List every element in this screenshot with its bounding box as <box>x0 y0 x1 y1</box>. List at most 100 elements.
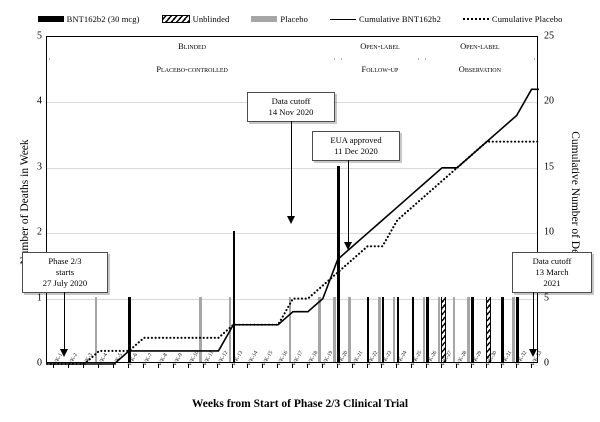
phase-band-label-line2-3: Observation <box>458 65 501 74</box>
x-tick-mark-6 <box>128 364 129 368</box>
phase-band-label-line1-2: Open-label <box>360 42 400 51</box>
x-tick-mark-29 <box>470 364 472 368</box>
bar-vacc-week-20 <box>337 165 340 362</box>
legend-label-unblinded: Unblinded <box>192 14 230 24</box>
x-tick-mark-20 <box>336 364 338 368</box>
x-tick-mark-26 <box>426 364 428 368</box>
legend-item-unblinded: Unblinded <box>161 14 230 24</box>
bar-plac-week-17 <box>288 296 292 362</box>
legend-label-cumulative-placebo: Cumulative Placebo <box>491 14 563 24</box>
x-tick-mark-30 <box>485 364 487 368</box>
chart-legend: BNT162b2 (30 mcg) Unblinded Placebo Cumu… <box>0 14 600 24</box>
annotation-phase-start-leader <box>64 292 65 349</box>
bar-plac-week-29 <box>467 296 470 362</box>
bar-vacc-week-22 <box>366 296 370 362</box>
bar-plac-week-19 <box>318 296 321 362</box>
bar-series-group <box>47 37 537 362</box>
annotation-phase-start-line1: Phase 2/3 <box>48 256 82 266</box>
legend-swatch-cumulative-bnt162b2-icon <box>329 18 356 20</box>
x-tick-mark-12 <box>217 364 219 368</box>
annotation-phase-start-arrow-icon <box>60 349 68 357</box>
y-tick-left-2: 2 <box>37 226 42 238</box>
phase-band-2: Open-label Follow-up <box>341 42 419 78</box>
bar-vacc-week-23 <box>381 296 385 362</box>
x-tick-mark-15 <box>262 364 264 368</box>
x-tick-mark-16 <box>277 364 279 368</box>
annotation-data-cutoff-nov-leader <box>291 121 292 216</box>
bar-unbl-week-30 <box>486 296 491 362</box>
phase-band-label-2: Open-label Follow-up <box>342 42 418 74</box>
x-tick-mark-13 <box>232 364 234 368</box>
annotation-data-cutoff-mar-line2: 13 March <box>535 267 569 277</box>
bar-plac-week-28 <box>452 296 456 362</box>
phase-band-label-line1-1: Blinded <box>178 42 207 51</box>
y-tick-left-5: 5 <box>37 30 42 42</box>
legend-item-cumulative-bnt162b2: Cumulative BNT162b2 <box>329 14 441 24</box>
bar-vacc-week-25 <box>411 296 415 362</box>
annotation-data-cutoff-mar-leader <box>533 292 534 349</box>
y-tick-right-5: 5 <box>544 292 549 304</box>
bar-vacc-week-24 <box>396 296 400 362</box>
phase-band-3: Open-label Observation <box>424 42 535 78</box>
phase-band-1: Blinded Placebo-controlled <box>49 42 336 78</box>
bar-plac-week-32 <box>512 296 515 362</box>
x-tick-mark-18 <box>306 364 308 368</box>
gridline-3 <box>47 167 537 169</box>
legend-item-cumulative-placebo: Cumulative Placebo <box>462 14 563 24</box>
legend-swatch-placebo-icon <box>251 16 278 22</box>
legend-label-cumulative-bnt162b2: Cumulative BNT162b2 <box>358 14 441 24</box>
annotation-data-cutoff-nov-line1: Data cutoff <box>271 96 311 106</box>
x-tick-mark-21 <box>351 364 353 368</box>
x-tick-mark-2 <box>68 364 70 368</box>
annotation-data-cutoff-mar-arrow-icon <box>529 349 537 357</box>
x-tick-mark-9 <box>172 364 174 368</box>
annotation-eua-approved-leader <box>348 160 349 242</box>
x-tick-mark-24 <box>396 364 398 368</box>
x-axis-title: Weeks from Start of Phase 2/3 Clinical T… <box>191 398 409 410</box>
x-tick-mark-28 <box>456 364 457 368</box>
plot-area <box>45 36 541 366</box>
legend-swatch-bnt162b2-icon <box>37 16 64 22</box>
bar-plac-week-11 <box>199 296 202 362</box>
annotation-data-cutoff-nov: Data cutoff 14 Nov 2020 <box>247 92 335 122</box>
bar-plac-week-4 <box>94 296 98 362</box>
annotation-data-cutoff-nov-arrow-icon <box>287 216 295 224</box>
legend-item-bnt162b2: BNT162b2 (30 mcg) <box>37 14 140 24</box>
legend-swatch-cumulative-placebo-icon <box>462 18 489 20</box>
y-tick-left-0: 0 <box>37 357 42 369</box>
bar-plac-week-24 <box>392 296 396 362</box>
x-tick-mark-27 <box>441 364 443 368</box>
x-tick-mark-33 <box>530 364 532 368</box>
y-tick-left-3: 3 <box>37 161 42 173</box>
annotation-data-cutoff-nov-line2: 14 Nov 2020 <box>268 107 314 117</box>
annotation-eua-approved-line1: EUA approved <box>330 135 382 145</box>
gridline-2 <box>47 233 537 235</box>
x-tick-mark-19 <box>321 364 323 368</box>
annotation-data-cutoff-mar: Data cutoff 13 March 2021 <box>512 252 592 293</box>
bar-vacc-week-32 <box>515 296 519 362</box>
legend-swatch-unblinded-icon <box>161 15 190 23</box>
bar-vacc-week-13 <box>232 231 236 362</box>
annotation-phase-start-line3: 27 July 2020 <box>42 278 88 288</box>
x-tick-mark-31 <box>500 364 502 368</box>
bar-plac-week-26 <box>422 296 426 362</box>
cumulative-bnt162b2-line <box>47 88 539 365</box>
annotation-data-cutoff-mar-line3: 2021 <box>543 278 561 288</box>
annotation-eua-approved-arrow-icon <box>344 242 352 250</box>
annotation-phase-start: Phase 2/3 starts 27 July 2020 <box>22 252 108 293</box>
y-tick-left-4: 4 <box>37 95 42 107</box>
y-tick-right-15: 15 <box>544 161 554 173</box>
bar-vacc-week-6 <box>128 296 131 362</box>
bar-vacc-week-26 <box>426 296 430 362</box>
bar-plac-week-23 <box>377 296 381 362</box>
x-tick-mark-1 <box>53 364 55 368</box>
x-tick-mark-11 <box>202 364 204 368</box>
legend-label-bnt162b2: BNT162b2 (30 mcg) <box>66 14 140 24</box>
x-tick-mark-10 <box>187 364 189 368</box>
y-tick-right-20: 20 <box>544 95 554 107</box>
x-tick-mark-25 <box>411 364 413 368</box>
x-tick-mark-14 <box>247 364 249 368</box>
phase-band-label-line2-1: Placebo-controlled <box>156 65 228 74</box>
y-tick-right-10: 10 <box>544 226 554 238</box>
